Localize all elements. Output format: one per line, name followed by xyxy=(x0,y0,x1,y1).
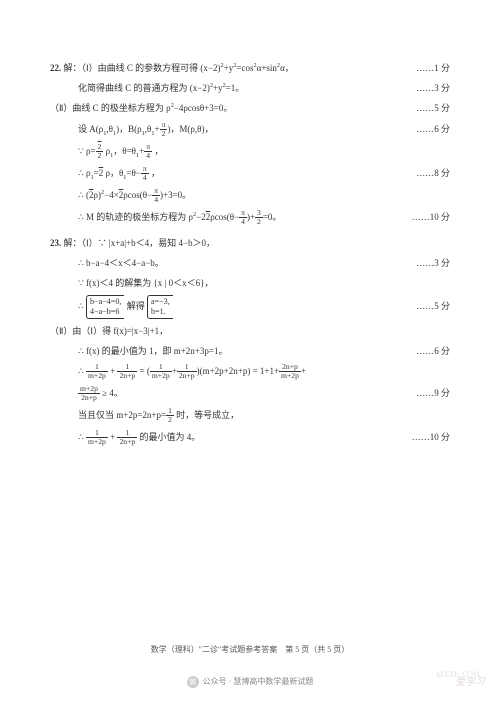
problem-number: 23. xyxy=(50,238,61,248)
score-marker: ……1 分 xyxy=(416,60,450,76)
solution-line: ∴ 1m+2p + 12n+p 的最小值为 4。……10 分 xyxy=(50,429,450,447)
solution-line: ∴ 1m+2p + 12n+p = (1m+2p+12n+p)(m+2p+2n+… xyxy=(50,363,450,381)
problem: 23. 解：（Ⅰ）∵ |x+a|+b＜4，易知 4−b＞0， ∴ b−a−4＜x＜… xyxy=(50,235,450,447)
footer-text: 数学（理科）"二诊"考试题参考答案 第 5 页（共 5 页） xyxy=(151,645,350,654)
line-content: 设 A(ρ1,θ1)，B(ρ1,θ1+π2)，M(ρ,θ)， xyxy=(50,121,416,139)
problem: 22. 解：（Ⅰ）由曲线 C 的参数方程可得 (x−2)2+y2=cos2α+s… xyxy=(50,60,450,227)
line-content: m+2p2n+p ≥ 4。 xyxy=(50,385,416,403)
solution-line: m+2p2n+p ≥ 4。……9 分 xyxy=(50,385,450,403)
solution-line: 设 A(ρ1,θ1)，B(ρ1,θ1+π2)，M(ρ,θ)，……6 分 xyxy=(50,121,450,139)
solution-line: ∴ ρ1=2 ρ，θ1=θ−π4 ，……8 分 xyxy=(50,165,450,183)
solution-line: ∴ (2ρ)2−4×2ρcos(θ−π4)+3=0。 xyxy=(50,187,450,205)
problem-label: 解： xyxy=(64,63,82,73)
score-marker: ……3 分 xyxy=(416,80,450,96)
solution-line: 22. 解：（Ⅰ）由曲线 C 的参数方程可得 (x−2)2+y2=cos2α+s… xyxy=(50,60,450,76)
score-marker: ……10 分 xyxy=(412,209,450,225)
solution-line: （Ⅱ）曲线 C 的极坐标方程为 ρ2−4ρcosθ+3=0。……5 分 xyxy=(50,100,450,116)
wechat-icon: 微 xyxy=(187,676,199,688)
score-marker: ……10 分 xyxy=(412,429,450,445)
line-content: ∴ 1m+2p + 12n+p 的最小值为 4。 xyxy=(50,429,412,447)
line-content: 化简得曲线 C 的普通方程为 (x−2)2+y2=1。 xyxy=(50,80,416,96)
solution-line: ∴ M 的轨迹的极坐标方程为 ρ2−22ρcos(θ−π4)+32=0。……10… xyxy=(50,209,450,227)
solution-line: 化简得曲线 C 的普通方程为 (x−2)2+y2=1。……3 分 xyxy=(50,80,450,96)
problem-label: 解： xyxy=(64,238,82,248)
solution-line: ∴ b−a−4＜x＜4−a−b。……3 分 xyxy=(50,255,450,271)
watermark-primary: 爱学习 xyxy=(455,673,486,692)
badge-text: 公众号 · 慧博高中数学最新试题 xyxy=(203,675,314,689)
line-content: 22. 解：（Ⅰ）由曲线 C 的参数方程可得 (x−2)2+y2=cos2α+s… xyxy=(50,60,416,76)
line-content: ∴ b−a−4=0,4−a−b=6 解得 a=−3,b=1. xyxy=(50,295,416,318)
line-content: ∴ (2ρ)2−4×2ρcos(θ−π4)+3=0。 xyxy=(50,187,450,205)
line-content: ∴ f(x) 的最小值为 1，即 m+2n+3p=1。 xyxy=(50,343,416,359)
line-content: （Ⅱ）曲线 C 的极坐标方程为 ρ2−4ρcosθ+3=0。 xyxy=(50,100,416,116)
line-content: 当且仅当 m+2p=2n+p=12 时，等号成立， xyxy=(50,407,450,425)
score-marker: ……5 分 xyxy=(416,298,450,314)
solution-line: 当且仅当 m+2p=2n+p=12 时，等号成立， xyxy=(50,407,450,425)
line-content: ∵ ρ=22 ρ1，θ=θ1+π4 ， xyxy=(50,143,450,161)
line-content: ∴ b−a−4＜x＜4−a−b。 xyxy=(50,255,416,271)
solution-line: 23. 解：（Ⅰ）∵ |x+a|+b＜4，易知 4−b＞0， xyxy=(50,235,450,251)
score-marker: ……8 分 xyxy=(416,165,450,181)
page-footer: 数学（理科）"二诊"考试题参考答案 第 5 页（共 5 页） xyxy=(0,643,500,657)
score-marker: ……6 分 xyxy=(416,121,450,137)
line-content: ∴ 1m+2p + 12n+p = (1m+2p+12n+p)(m+2p+2n+… xyxy=(50,363,450,381)
wechat-badge: 微 公众号 · 慧博高中数学最新试题 xyxy=(0,675,500,689)
solution-line: ∴ f(x) 的最小值为 1，即 m+2n+3p=1。……6 分 xyxy=(50,343,450,359)
score-marker: ……9 分 xyxy=(416,385,450,401)
line-content: ∴ ρ1=2 ρ，θ1=θ−π4 ， xyxy=(50,165,416,183)
line-content: ∴ M 的轨迹的极坐标方程为 ρ2−22ρcos(θ−π4)+32=0。 xyxy=(50,209,412,227)
problem-number: 22. xyxy=(50,63,61,73)
score-marker: ……6 分 xyxy=(416,343,450,359)
solution-line: ∵ f(x)＜4 的解集为 {x | 0＜x＜6}， xyxy=(50,275,450,291)
solution-line: ∴ b−a−4=0,4−a−b=6 解得 a=−3,b=1.……5 分 xyxy=(50,295,450,318)
solution-line: （Ⅱ）由（Ⅰ）得 f(x)=|x−3|+1， xyxy=(50,323,450,339)
line-content: 23. 解：（Ⅰ）∵ |x+a|+b＜4，易知 4−b＞0， xyxy=(50,235,450,251)
solution-line: ∵ ρ=22 ρ1，θ=θ1+π4 ， xyxy=(50,143,450,161)
score-marker: ……3 分 xyxy=(416,255,450,271)
line-content: （Ⅱ）由（Ⅰ）得 f(x)=|x−3|+1， xyxy=(50,323,450,339)
score-marker: ……5 分 xyxy=(416,100,450,116)
line-content: ∵ f(x)＜4 的解集为 {x | 0＜x＜6}， xyxy=(50,275,450,291)
